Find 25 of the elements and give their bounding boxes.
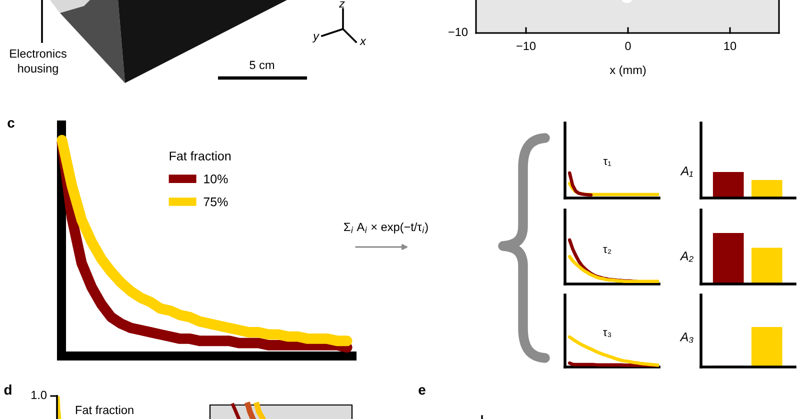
text: z [338,1,345,8]
chart-title: τ₁ [603,159,612,166]
text: x [360,38,366,46]
text: −10 [516,42,536,50]
text: Electronics housing [10,49,66,75]
text: d [4,384,12,395]
legend-title: Fat fraction [170,151,231,160]
chart-title: τ₂ [603,246,612,254]
annotation: Σ$_{i}$ A$_{i}$ × exp(−t/τ$_{i}$) [344,222,428,234]
text: e [418,387,426,395]
legend-label: 75% [204,197,228,206]
chart-title: τ₃ [603,330,612,338]
text: −10 [448,28,468,36]
y-axis-title: A₂ [680,252,694,262]
text: y [312,34,320,43]
text: 1.0 [31,390,47,400]
y-axis-title: A₃ [680,332,694,343]
text: 10 [724,42,736,50]
text: 0 [625,42,631,50]
legend-label: 10% [204,174,228,184]
y-axis-title: A₁ [680,166,693,177]
legend-title: Fat fraction [76,405,134,414]
text: x (mm) [610,66,646,76]
text: 5 cm [250,60,274,70]
text: c [8,120,14,128]
